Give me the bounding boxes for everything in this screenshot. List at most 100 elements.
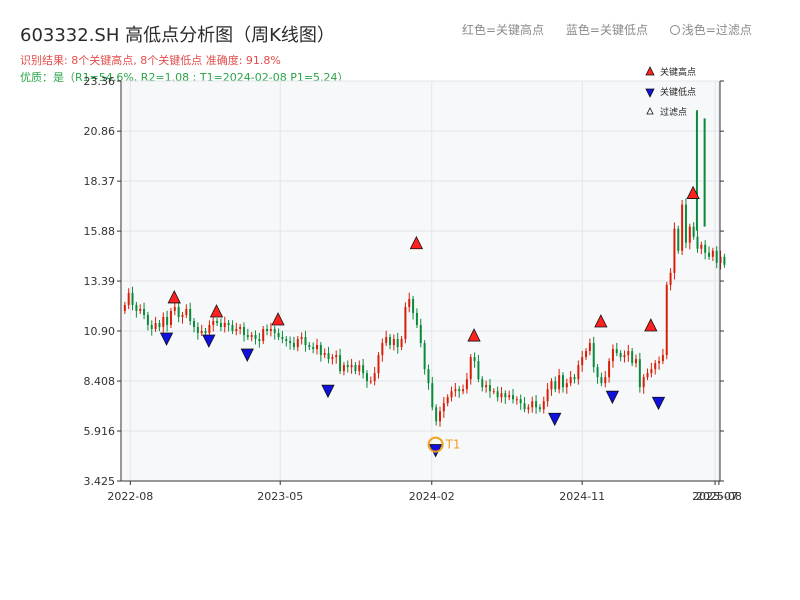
candle-body bbox=[435, 407, 438, 422]
y-tick-label: 20.86 bbox=[84, 125, 116, 138]
candle-body bbox=[285, 339, 288, 342]
key-low-marker bbox=[605, 390, 620, 405]
candle-body bbox=[700, 244, 703, 249]
candle-body bbox=[485, 385, 488, 388]
candle-body bbox=[358, 365, 361, 372]
candle-body bbox=[569, 377, 572, 384]
x-tick-label: 2025-08 bbox=[696, 490, 742, 503]
t1-label: T1 bbox=[445, 438, 461, 452]
candle-body bbox=[427, 369, 430, 384]
candle-body bbox=[596, 367, 599, 378]
candle-body bbox=[223, 322, 226, 327]
candle-body bbox=[312, 347, 315, 350]
candle-body bbox=[154, 322, 157, 330]
candle-body bbox=[469, 357, 472, 380]
candle-body bbox=[158, 322, 161, 327]
candle-body bbox=[654, 363, 657, 370]
x-tick-label: 2022-08 bbox=[107, 490, 153, 503]
key-low-marker bbox=[240, 348, 254, 362]
candle-body bbox=[392, 339, 395, 346]
candle-body bbox=[335, 355, 338, 358]
candle-body bbox=[512, 395, 515, 400]
candle-body bbox=[377, 355, 380, 374]
y-tick-label: 3.425 bbox=[84, 475, 116, 488]
candle-body bbox=[684, 204, 687, 243]
candle-body bbox=[627, 351, 630, 356]
candle-body bbox=[266, 329, 269, 332]
candle-body bbox=[231, 324, 234, 332]
candle-body bbox=[408, 298, 411, 307]
candle-body bbox=[166, 316, 169, 325]
candle-body bbox=[669, 272, 672, 285]
key-low-marker bbox=[321, 384, 335, 399]
key-high-marker bbox=[209, 304, 224, 318]
candle-body bbox=[381, 343, 384, 356]
candle-body bbox=[362, 365, 365, 374]
candle-body bbox=[708, 252, 711, 257]
markers-layer: T1 bbox=[159, 185, 700, 458]
y-tick-label: 18.37 bbox=[84, 175, 116, 188]
key-low-marker bbox=[202, 334, 216, 348]
candle-body bbox=[573, 377, 576, 380]
candle-body bbox=[611, 349, 614, 362]
candle-body bbox=[242, 326, 245, 336]
candle-body bbox=[723, 256, 726, 265]
axes-layer: 23.36 20.86 18.37 15.88 13.39 10.90 8.408 5.916… bbox=[84, 75, 742, 503]
candle-body bbox=[508, 395, 511, 398]
candle-body bbox=[346, 365, 349, 368]
candle-body bbox=[273, 329, 276, 334]
y-tick-label: 5.916 bbox=[84, 425, 116, 438]
candle-body bbox=[373, 373, 376, 382]
y-tick-label: 13.39 bbox=[84, 275, 116, 288]
candle-body bbox=[465, 379, 468, 390]
candle-body bbox=[123, 304, 126, 311]
candle-body bbox=[400, 339, 403, 348]
candle-body bbox=[146, 314, 149, 325]
candle-body bbox=[246, 335, 249, 338]
key-low-marker bbox=[548, 412, 562, 427]
candle-body bbox=[296, 339, 299, 348]
legend-marker bbox=[645, 66, 655, 76]
light-key: 浅色=过滤点 bbox=[669, 23, 752, 37]
candle-body bbox=[523, 403, 526, 410]
candle-body bbox=[239, 326, 242, 330]
candle-body bbox=[204, 331, 207, 334]
candle-body bbox=[365, 373, 368, 382]
candle-body bbox=[431, 383, 434, 408]
candle-body bbox=[462, 389, 465, 392]
t1-ring bbox=[427, 436, 444, 453]
candle-body bbox=[592, 343, 595, 368]
candle-body bbox=[350, 365, 353, 368]
candle-body bbox=[623, 355, 626, 358]
candle-body bbox=[189, 308, 192, 321]
candle-body bbox=[481, 379, 484, 388]
candle-body bbox=[139, 308, 142, 311]
legend-label: 关键高点 bbox=[660, 66, 696, 78]
candle-body bbox=[339, 355, 342, 372]
candle-body bbox=[458, 389, 461, 392]
candle-body bbox=[646, 373, 649, 378]
candle-body bbox=[404, 306, 407, 340]
candle-body bbox=[173, 306, 176, 311]
candle-body bbox=[661, 355, 664, 362]
candle-body bbox=[181, 314, 184, 317]
candle-body bbox=[269, 329, 272, 332]
candle-body bbox=[415, 312, 418, 325]
candle-body bbox=[565, 383, 568, 388]
candle-body bbox=[650, 369, 653, 374]
candle-body bbox=[615, 349, 618, 354]
key-high-marker bbox=[686, 185, 700, 199]
light-key-text: 浅色=过滤点 bbox=[681, 23, 752, 37]
candle-body bbox=[412, 298, 415, 313]
candle-body bbox=[438, 411, 441, 422]
candle-body bbox=[681, 204, 684, 251]
candle-body bbox=[542, 401, 545, 410]
candle-body bbox=[577, 365, 580, 380]
candle-body bbox=[316, 345, 319, 350]
candle-body bbox=[561, 375, 564, 388]
candle-body bbox=[389, 337, 392, 346]
candle-body bbox=[292, 343, 295, 348]
candle-body bbox=[554, 381, 557, 390]
candle-body bbox=[692, 226, 695, 237]
candle-body bbox=[327, 353, 330, 360]
